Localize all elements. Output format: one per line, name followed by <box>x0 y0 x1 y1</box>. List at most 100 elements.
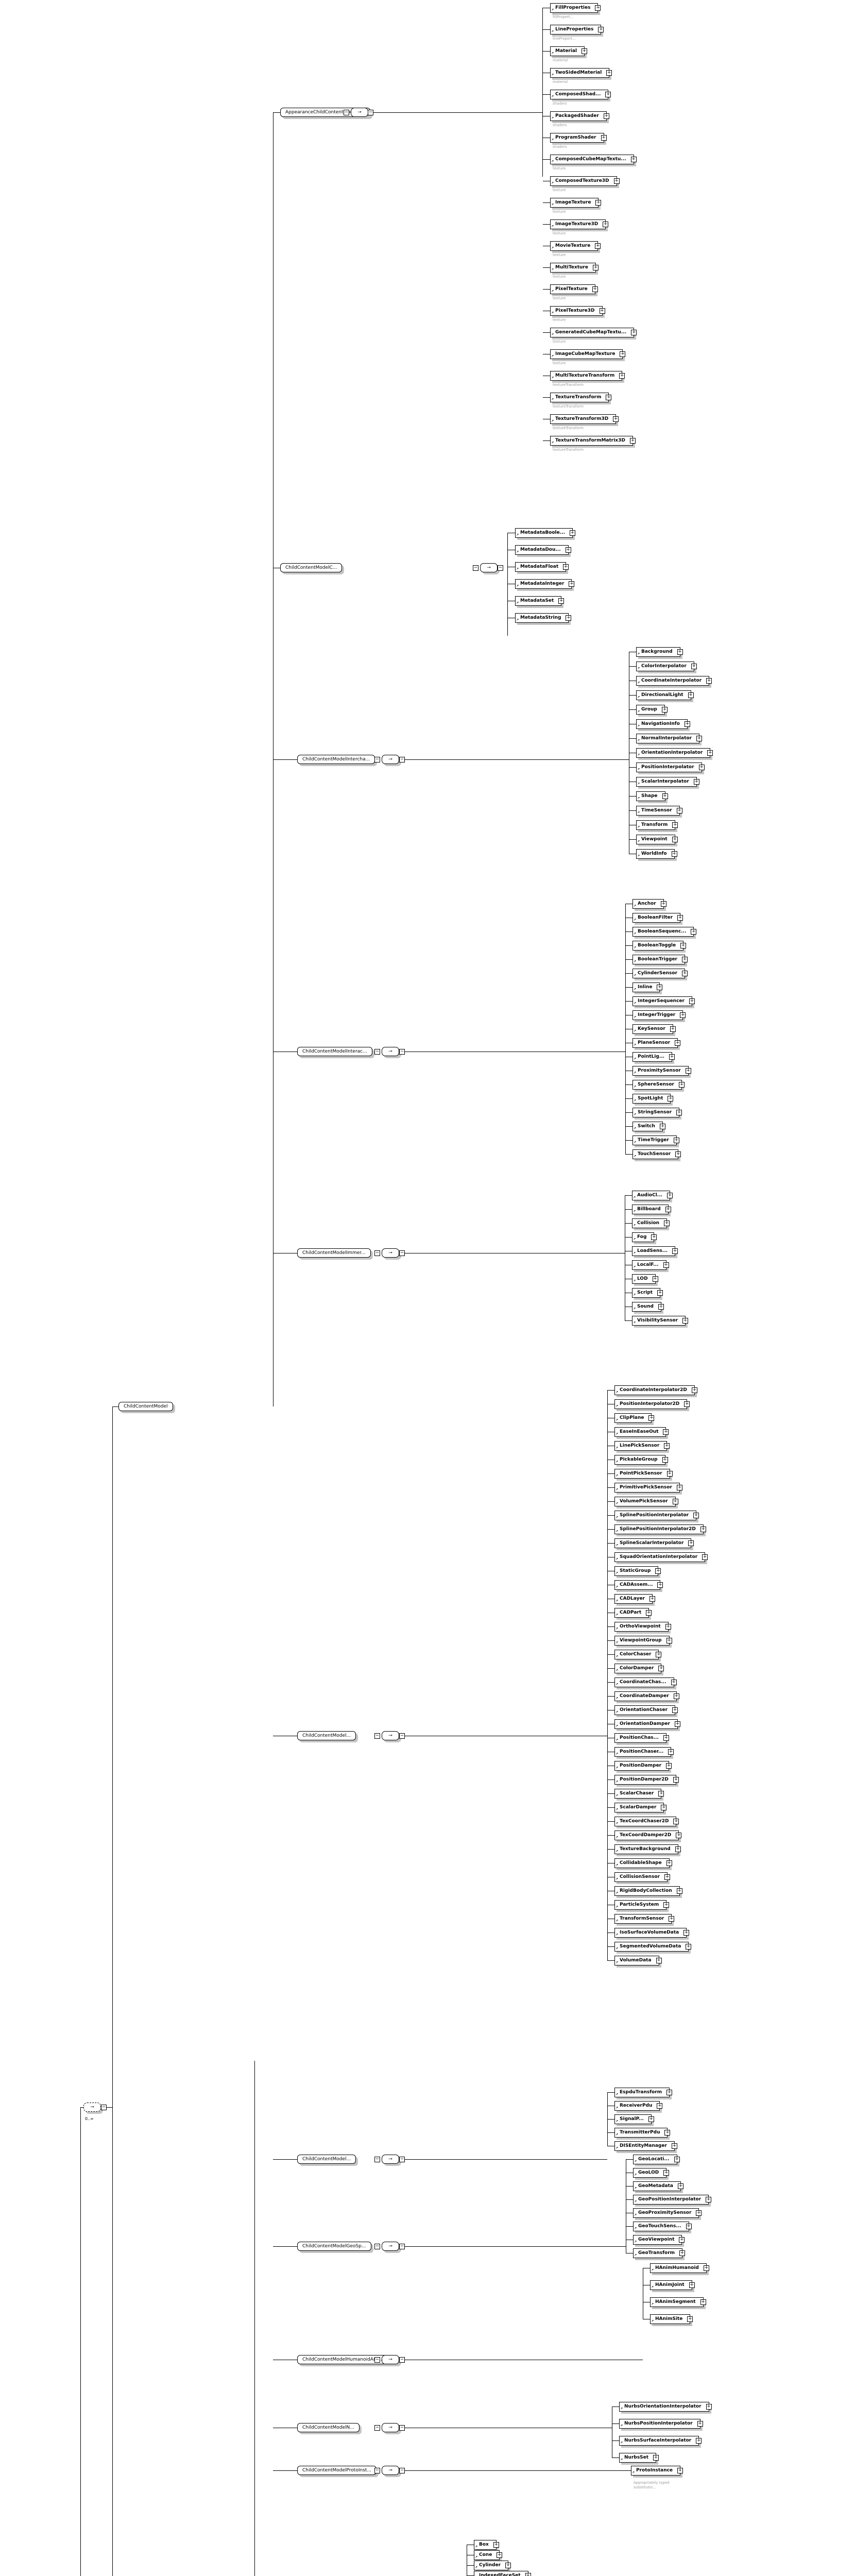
element-imagetexture3d[interactable]: ↗ ImageTexture3D + <box>550 219 609 229</box>
element-disentitymanager[interactable]: ↗ DISEntityManager + <box>614 2141 677 2151</box>
element-composedshad-[interactable]: ↗ ComposedShad... + <box>550 90 611 99</box>
expand-icon[interactable]: + <box>691 664 697 669</box>
expand-icon[interactable]: + <box>665 1207 671 1212</box>
element-spheresensor[interactable]: ↗ SphereSensor + <box>632 1080 685 1090</box>
collapse-icon[interactable]: − <box>344 110 349 115</box>
expand-icon[interactable]: + <box>689 2282 695 2288</box>
expand-icon[interactable]: + <box>703 2265 709 2271</box>
expand-icon[interactable]: + <box>706 678 712 684</box>
expand-icon[interactable]: + <box>664 1221 670 1226</box>
element-stringsensor[interactable]: ↗ StringSensor + <box>632 1108 682 1117</box>
expand-icon[interactable]: + <box>675 1040 681 1046</box>
element-switch[interactable]: ↗ Switch + <box>632 1122 665 1131</box>
expand-icon[interactable]: + <box>693 1513 699 1518</box>
element-orientationchaser[interactable]: ↗ OrientationChaser + <box>614 1705 678 1715</box>
element-programshader[interactable]: ↗ ProgramShader + <box>550 133 607 143</box>
expand-icon[interactable]: + <box>566 615 572 621</box>
expand-icon[interactable]: + <box>678 2183 684 2189</box>
element-loadsens-[interactable]: ↗ LoadSens... + <box>632 1246 678 1256</box>
element-pointpicksensor[interactable]: ↗ PointPickSensor + <box>614 1469 673 1479</box>
expand-icon[interactable]: + <box>631 330 637 335</box>
element-hanimsite[interactable]: ↗ HAnimSite + <box>650 2314 693 2324</box>
element-clipplane[interactable]: ↗ ClipPlane + <box>614 1413 655 1423</box>
group-childcontentmodelimmer-[interactable]: ChildContentModelImmer... <box>297 1248 371 1258</box>
expand-icon[interactable]: + <box>672 1499 678 1504</box>
element-metadataboole-[interactable]: ↗ MetadataBoole... + <box>515 528 575 538</box>
element-scalarinterpolator[interactable]: ↗ ScalarInterpolator + <box>636 777 699 787</box>
element-multitexture[interactable]: ↗ MultiTexture + <box>550 263 598 273</box>
element-integersequencer[interactable]: ↗ IntegerSequencer + <box>632 996 695 1006</box>
expand-icon[interactable]: + <box>696 2210 702 2216</box>
element-coordinateinterpolator2d[interactable]: ↗ CoordinateInterpolator2D + <box>614 1385 697 1395</box>
expand-icon[interactable]: + <box>688 692 694 698</box>
expand-icon[interactable]: + <box>672 1707 678 1713</box>
expand-icon[interactable]: + <box>697 2421 703 2427</box>
element-positioninterpolator2d[interactable]: ↗ PositionInterpolator2D + <box>614 1399 690 1409</box>
element-nurbssurfaceinterpolator[interactable]: ↗ NurbsSurfaceInterpolator + <box>619 2436 702 2446</box>
collapse-icon[interactable]: − <box>374 2468 380 2473</box>
expand-icon[interactable]: + <box>656 1958 662 1963</box>
expand-icon[interactable]: + <box>629 438 636 444</box>
expand-icon[interactable]: + <box>497 2552 503 2558</box>
expand-icon[interactable]: + <box>672 822 678 828</box>
element-box[interactable]: ↗ Box + <box>474 2540 499 2550</box>
element-geolod[interactable]: ↗ GeoLOD + <box>633 2168 670 2178</box>
expand-icon[interactable]: + <box>698 765 705 770</box>
element-cadassem-[interactable]: ↗ CADAssem... + <box>614 1580 663 1590</box>
element-positiondamper[interactable]: ↗ PositionDamper + <box>614 1761 672 1771</box>
element-pixeltexture[interactable]: ↗ PixelTexture + <box>550 284 598 294</box>
expand-icon[interactable]: + <box>655 1568 661 1574</box>
group-childcontentmodelgeosp-[interactable]: ChildContentModelGeoSp... <box>297 2242 371 2251</box>
expand-icon[interactable]: + <box>666 1860 672 1866</box>
element-scalarchaser[interactable]: ↗ ScalarChaser + <box>614 1789 664 1799</box>
element-primitivepicksensor[interactable]: ↗ PrimitivePickSensor + <box>614 1483 682 1493</box>
expand-icon[interactable]: + <box>676 1110 682 1115</box>
element-group[interactable]: ↗ Group + <box>636 705 668 715</box>
element-cone[interactable]: ↗ Cone + <box>474 2550 503 2560</box>
element-directionallight[interactable]: ↗ DirectionalLight + <box>636 690 694 700</box>
expand-icon[interactable]: + <box>613 178 620 184</box>
expand-icon[interactable]: + <box>658 1791 664 1797</box>
group-childcontentmodelintercha-[interactable]: ChildContentModelIntercha... <box>297 755 375 764</box>
element-movietexture[interactable]: ↗ MovieTexture + <box>550 241 601 251</box>
expand-icon[interactable]: + <box>667 1193 673 1198</box>
expand-icon[interactable]: + <box>613 416 619 422</box>
collapse-icon[interactable]: − <box>498 565 503 571</box>
element-geoviewpoint[interactable]: ↗ GeoViewpoint + <box>633 2235 685 2245</box>
expand-icon[interactable]: + <box>676 808 682 814</box>
element-isosurfacevolumedata[interactable]: ↗ IsoSurfaceVolumeData + <box>614 1928 690 1938</box>
group-childcontentmodel-[interactable]: ChildContentModel... <box>297 1731 356 1740</box>
expand-icon[interactable]: + <box>599 308 605 314</box>
element-indexedfaceset[interactable]: ↗IndexedFaceSet+ <box>474 2571 531 2576</box>
expand-icon[interactable]: + <box>664 1874 671 1880</box>
expand-icon[interactable]: + <box>691 929 697 935</box>
expand-icon[interactable]: + <box>688 1540 694 1546</box>
element-geopositioninterpolator[interactable]: ↗ GeoPositionInterpolator + <box>633 2195 712 2205</box>
element-hanimsegment[interactable]: ↗ HAnimSegment + <box>650 2297 706 2307</box>
element-worldinfo[interactable]: ↗ WorldInfo + <box>636 849 677 859</box>
element-cylinder[interactable]: ↗ Cylinder + <box>474 2561 511 2570</box>
element-orientationdamper[interactable]: ↗ OrientationDamper + <box>614 1719 680 1729</box>
element-planesensor[interactable]: ↗ PlaneSensor + <box>632 1038 681 1048</box>
expand-icon[interactable]: + <box>653 2455 659 2461</box>
collapse-icon[interactable]: − <box>473 565 478 571</box>
expand-icon[interactable]: + <box>649 1596 655 1602</box>
expand-icon[interactable]: + <box>696 736 702 741</box>
element-transform[interactable]: ↗ Transform + <box>636 820 678 830</box>
element-splinepositioninterpolator2d[interactable]: ↗ SplinePositionInterpolator2D + <box>614 1524 706 1534</box>
expand-icon[interactable]: + <box>673 1819 679 1824</box>
expand-icon[interactable]: + <box>525 2573 531 2576</box>
expand-icon[interactable]: + <box>661 707 668 713</box>
expand-icon[interactable]: + <box>666 1471 673 1477</box>
expand-icon[interactable]: + <box>668 1096 674 1101</box>
expand-icon[interactable]: + <box>672 837 678 842</box>
element-timesensor[interactable]: ↗ TimeSensor + <box>636 806 682 816</box>
expand-icon[interactable]: + <box>669 1916 675 1922</box>
element-scalardamper[interactable]: ↗ ScalarDamper + <box>614 1803 667 1812</box>
element-colorinterpolator[interactable]: ↗ ColorInterpolator + <box>636 662 697 671</box>
element-collisionsensor[interactable]: ↗ CollisionSensor + <box>614 1872 671 1882</box>
element-billboard[interactable]: ↗ Billboard + <box>632 1205 671 1214</box>
expand-icon[interactable]: + <box>603 222 609 227</box>
element-booleantrigger[interactable]: ↗ BooleanTrigger + <box>632 955 688 964</box>
element-twosidedmaterial[interactable]: ↗ TwoSidedMaterial + <box>550 68 612 78</box>
